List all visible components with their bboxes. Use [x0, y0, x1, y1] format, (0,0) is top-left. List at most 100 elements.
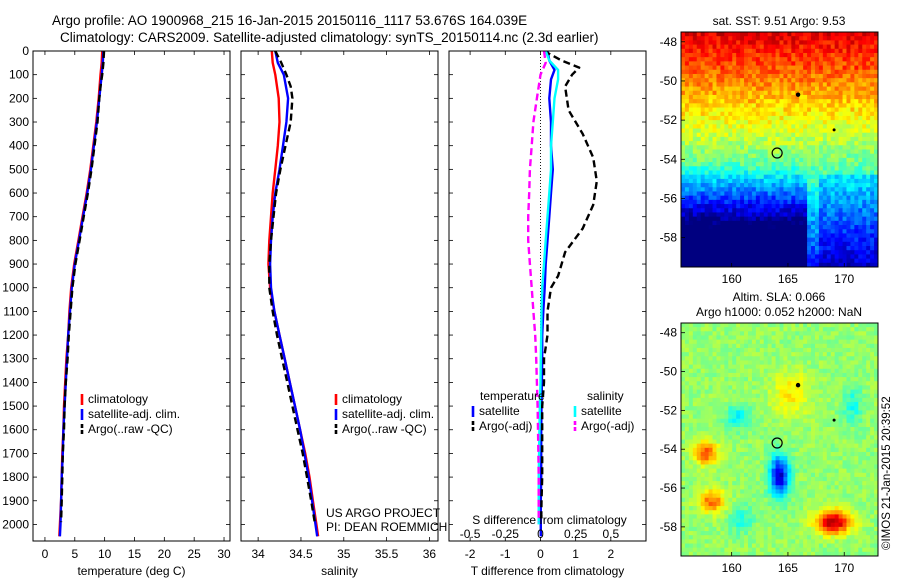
- sst_map-lat-label: -52: [660, 113, 678, 127]
- sst_map-heatmap-cells: [681, 32, 878, 267]
- difference-xtick-label: -1: [500, 547, 511, 561]
- difference-legend-entry: satellite: [581, 404, 622, 418]
- salinity-diff-tick-label: -0.25: [492, 527, 520, 541]
- salinity-xtick-label: 34: [251, 547, 265, 561]
- sst_map-lat-label: -58: [660, 231, 678, 245]
- salinity-xlabel: salinity: [321, 564, 358, 578]
- difference-xtick-label: 1: [572, 547, 579, 561]
- salinity-diff-tick-label: -0.5: [460, 527, 481, 541]
- depth-tick-label: 1400: [2, 375, 29, 389]
- difference-series-line-4: [527, 51, 547, 523]
- depth-tick-label: 500: [9, 162, 29, 176]
- sla_map-lon-label: 165: [778, 561, 798, 575]
- difference-legend-title: salinity: [587, 389, 624, 403]
- depth-tick-label: 1600: [2, 423, 29, 437]
- header-line-1: Argo profile: AO 1900968_215 16-Jan-2015…: [52, 13, 528, 28]
- temperature-xlabel: temperature (deg C): [77, 564, 185, 578]
- difference-xtick-label: 2: [607, 547, 614, 561]
- sst-map-title: sat. SST: 9.51 Argo: 9.53: [713, 14, 846, 28]
- salinity-series-line-2: [268, 51, 319, 537]
- sla_map-lon-label: 160: [722, 561, 742, 575]
- depth-tick-label: 0: [22, 44, 29, 58]
- sst_map-island-mark: [832, 128, 836, 132]
- salinity-series-line-1: [267, 51, 320, 537]
- sla_map-island-mark: [795, 382, 801, 388]
- temperature-xtick-label: 25: [188, 547, 202, 561]
- project-annotation: US ARGO PROJECT: [326, 506, 441, 520]
- temperature-xtick-label: 5: [71, 547, 78, 561]
- sst_map-frame: [680, 31, 879, 268]
- salinity-diff-tick-label: 0.25: [564, 527, 588, 541]
- depth-tick-label: 600: [9, 186, 29, 200]
- depth-tick-label: 1500: [2, 399, 29, 413]
- depth-tick-label: 800: [9, 233, 29, 247]
- salinity-diff-tick-label: 0.5: [602, 527, 619, 541]
- depth-tick-label: 1200: [2, 328, 29, 342]
- sla_map-island-mark: [832, 418, 836, 422]
- temperature-xtick-label: 15: [128, 547, 142, 561]
- difference-legend-title: temperature: [480, 389, 545, 403]
- temperature-legend-entry: climatology: [88, 392, 148, 406]
- sla_map-heatmap-cells: [681, 323, 878, 556]
- sst_map-lat-label: -48: [660, 35, 678, 49]
- difference-axes-frame: [448, 50, 647, 542]
- sst_map-island-mark: [795, 92, 801, 97]
- pi-annotation: PI: DEAN ROEMMICH: [326, 520, 447, 534]
- sst_map-lon-label: 160: [722, 272, 742, 286]
- temperature-xtick-label: 0: [42, 547, 49, 561]
- temperature-xtick-label: 20: [158, 547, 172, 561]
- difference-legend-entry: Argo(-adj): [581, 419, 634, 433]
- temperature-series-line-3: [59, 51, 106, 523]
- figure-header: Argo profile: AO 1900968_215 16-Jan-2015…: [0, 0, 680, 48]
- sst_map-profile-marker: [771, 147, 783, 159]
- sla_map-lat-label: -50: [660, 365, 678, 379]
- sla-map-subtitle: Argo h1000: 0.052 h2000: NaN: [696, 305, 862, 319]
- temperature-xtick-label: 10: [98, 547, 112, 561]
- salinity-xtick-label: 34.5: [289, 547, 313, 561]
- salinity-series-line-3: [268, 51, 316, 523]
- temperature-series-line-2: [58, 51, 105, 537]
- salinity-xtick-label: 36: [423, 547, 437, 561]
- sla_map-frame: [680, 322, 879, 557]
- sla-map-title: Altim. SLA: 0.066: [733, 290, 826, 304]
- salinity-xtick-label: 35.5: [375, 547, 399, 561]
- depth-tick-label: 1900: [2, 494, 29, 508]
- depth-tick-label: 700: [9, 210, 29, 224]
- sla_map-lat-label: -54: [660, 442, 678, 456]
- salinity-legend-entry: Argo(..raw -QC): [342, 422, 427, 436]
- depth-tick-label: 100: [9, 68, 29, 82]
- temperature-axes-frame: [32, 50, 231, 542]
- salinity-diff-tick-label: 0: [537, 527, 544, 541]
- temperature-legend-entry: Argo(..raw -QC): [88, 422, 173, 436]
- sla_map-lat-label: -58: [660, 520, 678, 534]
- sst_map-lat-label: -54: [660, 152, 678, 166]
- header-line-2: Climatology: CARS2009. Satellite-adjuste…: [60, 30, 599, 45]
- depth-tick-label: 400: [9, 139, 29, 153]
- sst_map-lon-label: 165: [778, 272, 798, 286]
- sla_map-profile-marker: [771, 437, 783, 449]
- difference-series-line-2: [540, 51, 598, 523]
- sst_map-lat-label: -50: [660, 74, 678, 88]
- sst_map-lon-label: 170: [834, 272, 854, 286]
- difference-xtick-label: 0: [537, 547, 544, 561]
- difference-xlabel: T difference from climatology: [471, 564, 625, 578]
- temperature-xtick-label: 30: [217, 547, 231, 561]
- depth-tick-label: 1800: [2, 470, 29, 484]
- temperature-legend-entry: satellite-adj. clim.: [88, 407, 180, 421]
- sla_map-lat-label: -56: [660, 481, 678, 495]
- difference-xtick-label: -2: [465, 547, 476, 561]
- depth-tick-label: 300: [9, 115, 29, 129]
- depth-tick-label: 200: [9, 91, 29, 105]
- salinity-legend-entry: satellite-adj. clim.: [342, 407, 434, 421]
- salinity-legend-entry: climatology: [342, 392, 402, 406]
- sla_map-lat-label: -48: [660, 326, 678, 340]
- difference-legend-entry: Argo(-adj): [479, 419, 532, 433]
- depth-tick-label: 1100: [3, 304, 29, 318]
- sst_map-lat-label: -56: [660, 191, 678, 205]
- salinity-xtick-label: 35: [337, 547, 351, 561]
- salinity-axes-frame: [240, 50, 439, 542]
- depth-tick-label: 900: [9, 257, 29, 271]
- depth-tick-label: 2000: [2, 517, 29, 531]
- sla_map-lon-label: 170: [834, 561, 854, 575]
